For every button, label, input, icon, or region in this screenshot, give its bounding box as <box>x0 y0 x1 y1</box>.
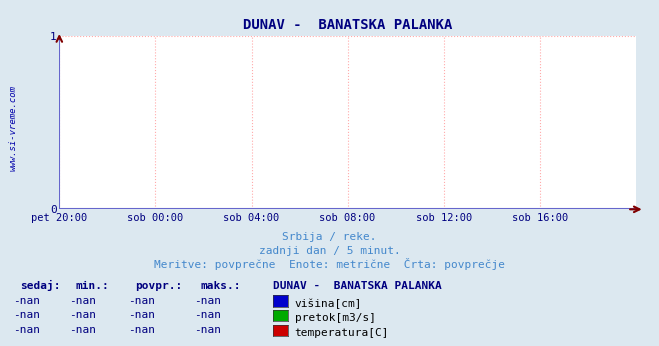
Text: -nan: -nan <box>13 325 40 335</box>
Text: -nan: -nan <box>69 310 96 320</box>
Text: višina[cm]: višina[cm] <box>295 299 362 309</box>
Text: -nan: -nan <box>69 325 96 335</box>
Text: Meritve: povprečne  Enote: metrične  Črta: povprečje: Meritve: povprečne Enote: metrične Črta:… <box>154 258 505 270</box>
Text: -nan: -nan <box>69 296 96 306</box>
Text: maks.:: maks.: <box>201 281 241 291</box>
Text: pretok[m3/s]: pretok[m3/s] <box>295 313 376 323</box>
Text: sedaj:: sedaj: <box>20 280 60 291</box>
Text: -nan: -nan <box>13 296 40 306</box>
Text: povpr.:: povpr.: <box>135 281 183 291</box>
Text: -nan: -nan <box>194 310 221 320</box>
Text: -nan: -nan <box>129 325 155 335</box>
Text: Srbija / reke.: Srbija / reke. <box>282 233 377 243</box>
Text: -nan: -nan <box>129 296 155 306</box>
Text: -nan: -nan <box>13 310 40 320</box>
Text: DUNAV -  BANATSKA PALANKA: DUNAV - BANATSKA PALANKA <box>273 281 442 291</box>
Title: DUNAV -  BANATSKA PALANKA: DUNAV - BANATSKA PALANKA <box>243 18 452 33</box>
Text: -nan: -nan <box>129 310 155 320</box>
Text: -nan: -nan <box>194 296 221 306</box>
Text: www.si-vreme.com: www.si-vreme.com <box>9 85 18 171</box>
Text: temperatura[C]: temperatura[C] <box>295 328 389 338</box>
Text: min.:: min.: <box>76 281 109 291</box>
Text: zadnji dan / 5 minut.: zadnji dan / 5 minut. <box>258 246 401 256</box>
Text: -nan: -nan <box>194 325 221 335</box>
